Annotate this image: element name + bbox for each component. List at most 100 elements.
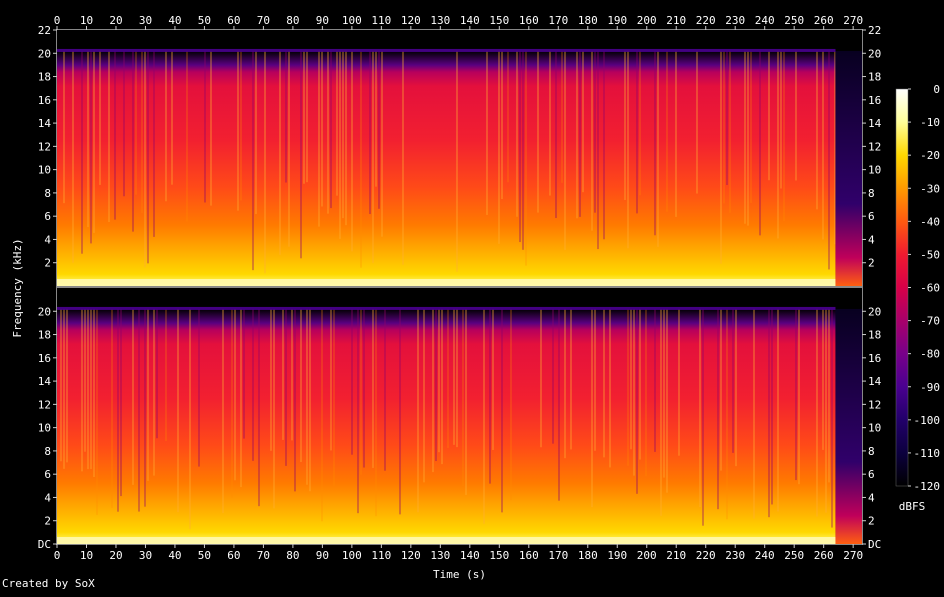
y-axis-title: Frequency (kHz) [11, 238, 24, 337]
y-tick-label: 18 [38, 329, 51, 342]
y-tick-label: 16 [38, 94, 51, 107]
texture-stripe [549, 50, 551, 196]
x-tick-label: 10 [80, 549, 93, 562]
texture-stripe [402, 50, 404, 265]
texture-stripe [333, 308, 335, 486]
y-tick-label: 8 [868, 187, 875, 200]
texture-stripe [99, 50, 101, 185]
texture-stripe [678, 308, 680, 456]
x-tick-label: 80 [286, 14, 299, 27]
texture-stripe [375, 50, 377, 187]
y-tick-label: 12 [868, 140, 881, 153]
x-tick-label: 260 [814, 14, 834, 27]
y-tick-label: 6 [868, 468, 875, 481]
y-tick-label: 14 [868, 117, 882, 130]
texture-stripe [63, 50, 65, 204]
texture-stripe [498, 50, 500, 244]
texture-stripe [456, 308, 458, 448]
texture-stripe [90, 50, 92, 244]
texture-stripe [744, 50, 746, 224]
x-tick-label: 60 [227, 14, 240, 27]
texture-stripe [771, 308, 773, 505]
texture-stripe [630, 308, 632, 450]
texture-stripe [558, 308, 560, 501]
texture-stripe [240, 308, 242, 488]
x-tick-label: 130 [430, 549, 450, 562]
texture-stripe [165, 308, 167, 441]
texture-stripe [306, 50, 308, 183]
texture-stripe [627, 50, 629, 249]
x-tick-label: 120 [401, 549, 421, 562]
colorbar-tick-label: -20 [920, 149, 940, 162]
texture-stripe [624, 50, 626, 201]
x-tick-label: 70 [257, 549, 270, 562]
colorbar-tick-label: 0 [933, 83, 940, 96]
texture-stripe [777, 50, 779, 239]
x-tick-label: 270 [843, 14, 863, 27]
texture-stripe [564, 50, 566, 250]
texture-stripe [663, 308, 665, 478]
x-tick-label: 150 [489, 549, 509, 562]
texture-stripe [417, 308, 419, 513]
texture-stripe [360, 308, 362, 475]
texture-stripe [438, 308, 440, 453]
y-tick-label: 8 [868, 445, 875, 458]
y-tick-label: 2 [44, 257, 51, 270]
y-tick-label: DC [868, 538, 881, 551]
colorbar-tick-label: -70 [920, 315, 940, 328]
y-tick-label: 16 [868, 352, 881, 365]
x-tick-label: 100 [342, 549, 362, 562]
texture-stripe [726, 308, 728, 520]
y-tick-label: 16 [868, 94, 881, 107]
fade-tail [835, 50, 862, 287]
x-tick-label: 240 [755, 549, 775, 562]
texture-stripe [501, 308, 503, 513]
colorbar-tick-label: -50 [920, 248, 940, 261]
texture-stripe [780, 50, 782, 189]
texture-stripe [831, 308, 833, 528]
texture-stripe [117, 308, 119, 512]
x-tick-label: 200 [637, 14, 657, 27]
y-tick-label: 20 [868, 47, 881, 60]
texture-stripe [87, 308, 89, 470]
texture-stripe [768, 50, 770, 181]
texture-stripe [321, 50, 323, 207]
texture-stripe [603, 50, 605, 240]
y-tick-label: 14 [38, 375, 52, 388]
texture-stripe [165, 50, 167, 202]
texture-stripe [63, 308, 65, 469]
x-tick-label: 0 [54, 14, 61, 27]
texture-stripe [234, 308, 236, 481]
y-tick-label: 14 [868, 375, 882, 388]
texture-stripe [597, 50, 599, 250]
texture-stripe [342, 50, 344, 219]
texture-stripe [93, 50, 95, 233]
texture-stripe [441, 308, 443, 465]
y-tick-label: 10 [868, 422, 881, 435]
texture-stripe [555, 50, 557, 219]
y-tick-label: 20 [868, 305, 881, 318]
texture-stripe [264, 50, 266, 274]
lowpass-edge [57, 306, 836, 310]
x-tick-label: 30 [139, 14, 152, 27]
texture-stripe [720, 50, 722, 264]
texture-stripe [735, 308, 737, 467]
texture-stripe [759, 50, 761, 236]
texture-stripe [591, 308, 593, 508]
x-tick-label: 230 [725, 14, 745, 27]
texture-stripe [147, 50, 149, 264]
texture-stripe [699, 308, 701, 508]
texture-stripe [300, 308, 302, 463]
texture-stripe [60, 308, 62, 462]
x-tick-label: 220 [696, 14, 716, 27]
texture-stripe [666, 308, 668, 493]
texture-stripe [492, 308, 494, 450]
y-tick-label: 10 [38, 164, 51, 177]
texture-stripe [717, 308, 719, 510]
texture-stripe [603, 308, 605, 458]
x-tick-label: 190 [607, 549, 627, 562]
x-tick-label: 190 [607, 14, 627, 27]
colorbar-tick-label: -120 [914, 480, 941, 493]
texture-stripe [360, 50, 362, 268]
x-tick-label: 60 [227, 549, 240, 562]
